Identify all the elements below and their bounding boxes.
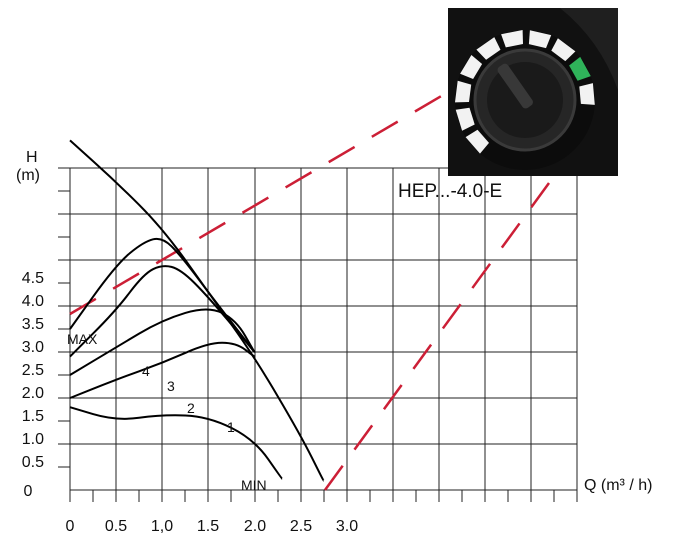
knob-segment (569, 56, 591, 81)
curve-min (69, 406, 284, 480)
curve-3 (69, 265, 256, 358)
knob-segment (501, 30, 523, 48)
curve-1 (69, 341, 255, 399)
x-tick-label: 3.0 (336, 518, 358, 535)
curve-label-2: 2 (187, 400, 195, 416)
y-tick-label: 3.5 (22, 316, 44, 333)
knob-segment (455, 80, 472, 103)
curve-label-3: 3 (167, 378, 175, 394)
y-tick-label: 0 (24, 483, 33, 500)
model-label: HEP...-4.0-E (398, 181, 502, 202)
knob-segment (460, 55, 483, 79)
y-axis-unit: (m) (16, 167, 40, 184)
y-tick-label: 4.5 (22, 270, 44, 287)
y-tick-label: 0.5 (22, 454, 44, 471)
knob-segment (476, 37, 501, 60)
control-knob-photo (448, 8, 618, 176)
x-tick-label: 1.5 (197, 518, 219, 535)
x-axis-label: Q (m³ / h) (584, 477, 652, 494)
x-tick-labels: 0 0.5 1,0 1.5 2.0 2.5 3.0 (66, 518, 359, 535)
y-axis-label: H (26, 149, 38, 166)
y-tick-label: 1.5 (22, 408, 44, 425)
x-tick-label: 1,0 (151, 518, 173, 535)
knob-segment (551, 38, 576, 62)
curve-label-max: MAX (67, 331, 98, 347)
knob-segment (465, 129, 489, 154)
pump-curves (69, 139, 325, 482)
x-tick-label: 0.5 (105, 518, 127, 535)
y-tick-label: 4.0 (22, 293, 44, 310)
y-tick-label: 2.5 (22, 362, 44, 379)
curve-label-4: 4 (142, 363, 150, 379)
y-tick-label: 3.0 (22, 339, 44, 356)
x-tick-label: 2.0 (244, 518, 266, 535)
curve-label-1: 1 (227, 419, 235, 435)
knob-segment (528, 30, 552, 49)
x-tick-label: 0 (66, 518, 75, 535)
curve-label-min: MIN (241, 477, 267, 493)
knob-segment (455, 107, 475, 131)
y-tick-labels: 4.5 4.0 3.5 3.0 2.5 2.0 1.5 1.0 0.5 0 (22, 270, 44, 500)
knob-dial-ring (455, 30, 595, 154)
x-tick-label: 2.5 (290, 518, 312, 535)
y-tick-label: 2.0 (22, 385, 44, 402)
projection-lines (69, 86, 597, 491)
knob-segment (579, 83, 595, 105)
y-tick-label: 1.0 (22, 431, 44, 448)
curve-2 (69, 308, 256, 376)
